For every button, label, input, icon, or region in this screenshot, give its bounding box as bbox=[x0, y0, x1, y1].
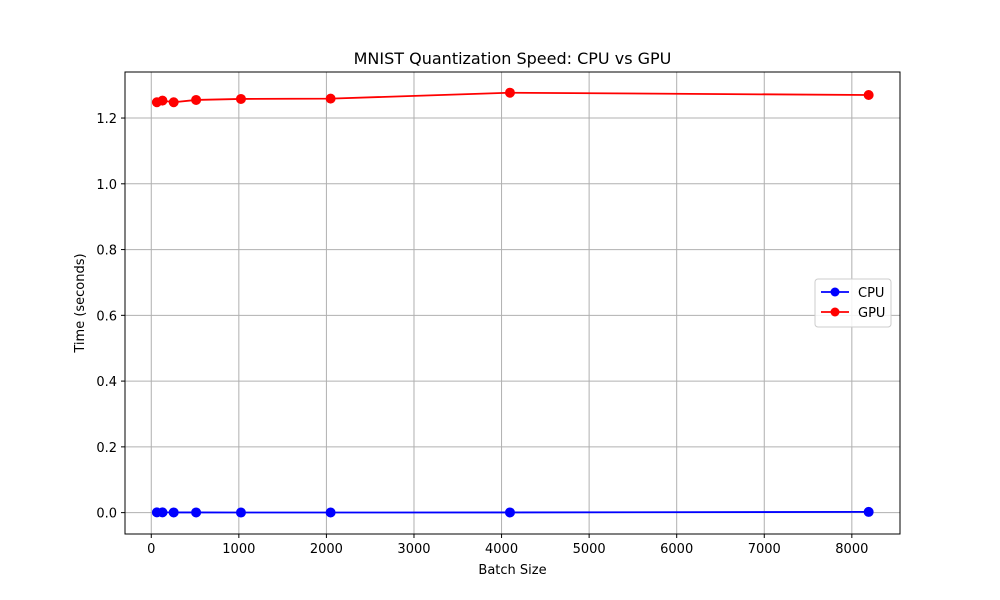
x-tick-label: 6000 bbox=[660, 542, 693, 557]
data-point-cpu bbox=[863, 506, 874, 517]
y-tick-label: 0.8 bbox=[96, 244, 117, 259]
y-tick-label: 0.2 bbox=[96, 441, 117, 456]
data-point-cpu bbox=[325, 507, 336, 518]
legend: CPU GPU bbox=[814, 278, 892, 328]
legend-label: GPU bbox=[858, 306, 885, 321]
legend-entry-cpu: CPU bbox=[821, 286, 884, 301]
y-tick-label: 0.0 bbox=[96, 507, 117, 522]
series-layer bbox=[151, 87, 874, 518]
x-tick-label: 8000 bbox=[835, 542, 868, 557]
data-point-gpu bbox=[157, 95, 168, 106]
chart-title: MNIST Quantization Speed: CPU vs GPU bbox=[354, 49, 672, 68]
x-tick-label: 3000 bbox=[397, 542, 430, 557]
data-point-gpu bbox=[863, 90, 874, 101]
data-point-gpu bbox=[168, 97, 179, 108]
y-axis-ticks: 0.0 0.2 0.4 0.6 0.8 1.0 1.2 bbox=[96, 112, 125, 522]
y-tick-label: 1.0 bbox=[96, 178, 117, 193]
legend-swatch-marker bbox=[830, 307, 840, 317]
x-tick-label: 7000 bbox=[748, 542, 781, 557]
y-tick-label: 1.2 bbox=[96, 112, 117, 127]
y-tick-label: 0.6 bbox=[96, 309, 117, 324]
plot-frame bbox=[124, 71, 901, 535]
data-point-cpu bbox=[168, 507, 179, 518]
legend-swatch-marker bbox=[830, 287, 840, 297]
x-tick-label: 0 bbox=[147, 542, 155, 557]
data-point-cpu bbox=[504, 507, 515, 518]
y-tick-label: 0.4 bbox=[96, 375, 117, 390]
data-point-cpu bbox=[191, 507, 202, 518]
data-point-gpu bbox=[191, 94, 202, 105]
x-tick-label: 1000 bbox=[222, 542, 255, 557]
y-axis-title: Time (seconds) bbox=[73, 253, 88, 353]
x-tick-label: 4000 bbox=[485, 542, 518, 557]
series-cpu bbox=[151, 506, 874, 518]
data-point-cpu bbox=[235, 507, 246, 518]
data-point-gpu bbox=[504, 87, 515, 98]
legend-label: CPU bbox=[858, 286, 884, 301]
data-point-gpu bbox=[235, 93, 246, 104]
x-axis-ticks: 0 1000 2000 3000 4000 5000 6000 7000 8000 bbox=[147, 534, 868, 557]
legend-entry-gpu: GPU bbox=[821, 306, 885, 321]
x-tick-label: 5000 bbox=[573, 542, 606, 557]
x-axis-title: Batch Size bbox=[478, 563, 546, 578]
series-gpu bbox=[151, 87, 874, 108]
data-point-cpu bbox=[157, 507, 168, 518]
data-point-gpu bbox=[325, 93, 336, 104]
x-tick-label: 2000 bbox=[310, 542, 343, 557]
